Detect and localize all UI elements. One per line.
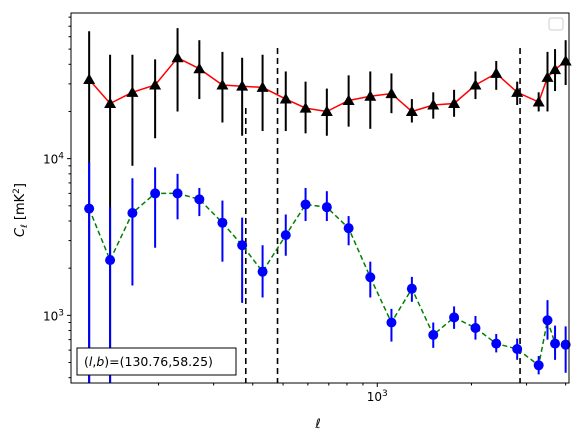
data-point-triangle — [448, 97, 461, 108]
series-triangles — [83, 28, 572, 383]
data-point-triangle — [299, 102, 312, 113]
plot-area — [83, 28, 572, 383]
data-point-circle — [542, 315, 553, 326]
data-point-triangle — [216, 79, 229, 90]
data-point-triangle — [256, 81, 269, 92]
data-point-circle — [84, 203, 95, 214]
plot-background — [71, 13, 569, 383]
data-point-circle — [237, 240, 248, 251]
data-point-circle — [321, 202, 332, 213]
data-point-triangle — [149, 79, 162, 90]
data-point-circle — [194, 194, 205, 205]
data-point-triangle — [549, 63, 562, 75]
y-axis-label: Cℓ [mK2] — [12, 183, 30, 237]
y-tick-label: 104 — [43, 152, 64, 167]
data-point-circle — [560, 339, 571, 350]
x-axis-label: ℓ — [314, 417, 320, 432]
data-point-triangle — [511, 86, 524, 97]
series-circles — [84, 162, 571, 383]
data-point-circle — [257, 266, 268, 277]
svg-text:Cℓ [mK2]: Cℓ [mK2] — [12, 183, 30, 237]
data-point-circle — [172, 188, 183, 199]
data-point-circle — [406, 283, 417, 294]
data-point-triangle — [104, 97, 117, 108]
legend — [548, 17, 564, 31]
data-point-triangle — [126, 86, 139, 97]
x-tick-label: 103 — [367, 389, 388, 404]
data-point-triangle — [427, 98, 440, 110]
legend-box — [548, 17, 564, 31]
data-point-triangle — [385, 87, 398, 99]
data-point-circle — [300, 199, 311, 210]
data-point-triangle — [532, 95, 545, 107]
data-point-circle — [343, 223, 354, 234]
data-point-circle — [550, 338, 561, 349]
data-point-circle — [491, 338, 502, 349]
data-point-circle — [533, 360, 544, 371]
data-point-circle — [105, 255, 116, 266]
data-point-triangle — [342, 94, 355, 105]
data-point-triangle — [320, 105, 333, 116]
annotation-box: (l,b)=(130.76,58.25) — [76, 347, 237, 376]
data-point-circle — [280, 230, 291, 241]
data-point-circle — [217, 217, 228, 228]
data-point-triangle — [405, 105, 418, 116]
data-point-triangle — [193, 62, 206, 74]
data-point-circle — [470, 323, 481, 334]
data-point-circle — [449, 312, 460, 323]
data-point-triangle — [541, 71, 554, 82]
data-point-triangle — [236, 80, 249, 91]
data-point-triangle — [469, 79, 482, 90]
plot-frame — [70, 12, 570, 384]
data-point-circle — [512, 343, 523, 354]
annotation-frame — [76, 347, 237, 376]
data-point-triangle — [490, 67, 503, 78]
data-point-circle — [386, 317, 397, 328]
data-point-triangle — [279, 93, 292, 104]
y-tick-label: 103 — [43, 308, 64, 323]
data-point-circle — [150, 188, 161, 199]
axis-ticks: 103 103 104 — [43, 16, 567, 404]
annotation-text: (l,b)=(130.76,58.25) — [84, 354, 213, 369]
data-point-triangle — [171, 51, 184, 63]
data-point-triangle — [83, 73, 96, 84]
data-point-circle — [127, 207, 138, 218]
data-point-circle — [365, 272, 376, 283]
data-point-circle — [428, 329, 439, 340]
data-point-triangle — [364, 90, 377, 101]
